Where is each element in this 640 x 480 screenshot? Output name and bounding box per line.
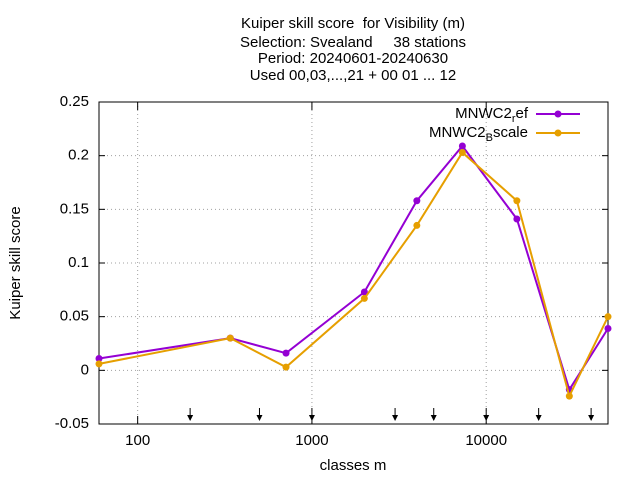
class-limit-arrow-head [535, 415, 542, 421]
x-tick-label: 10000 [465, 432, 507, 449]
legend-marker [554, 110, 562, 118]
class-limit-arrow-head [308, 415, 315, 421]
x-tick-label: 100 [125, 432, 150, 449]
y-tick-label: 0.15 [60, 200, 89, 217]
legend-marker [554, 129, 562, 137]
y-tick-label: 0.25 [60, 93, 89, 110]
point [282, 363, 290, 371]
point [565, 392, 573, 400]
point [458, 142, 466, 150]
point [458, 148, 466, 156]
series-line [98, 150, 609, 399]
class-limit-arrow-head [392, 415, 399, 421]
point [95, 355, 103, 363]
class-limit-arrow-head [256, 415, 263, 421]
point [513, 197, 521, 205]
point [95, 360, 103, 368]
point [360, 294, 368, 302]
class-limit-arrow-head [187, 415, 194, 421]
x-axis-label: classes m [320, 457, 387, 474]
y-tick-label: -0.05 [55, 415, 89, 432]
legend-label: MNWC2Bscale [429, 124, 528, 144]
class-limit-arrow-head [430, 415, 437, 421]
y-tick-label: 0.05 [60, 308, 89, 325]
point [282, 349, 290, 357]
x-tick-label: 1000 [295, 432, 328, 449]
chart-title: Period: 20240601-20240630 [258, 50, 448, 67]
y-tick-label: 0.2 [68, 147, 89, 164]
y-axis-label: Kuiper skill score [7, 206, 24, 319]
point [413, 221, 421, 229]
plot-frame [98, 101, 609, 425]
series-line [98, 144, 609, 393]
legend-label: MNWC2ref [455, 105, 529, 125]
chart-title: Used 00,03,...,21 + 00 01 ... 12 [250, 67, 456, 84]
point [513, 215, 521, 223]
chart-title: Selection: Svealand 38 stations [240, 34, 466, 51]
point [604, 313, 612, 321]
point [604, 324, 612, 332]
point [226, 334, 234, 342]
point [413, 197, 421, 205]
chart-title: Kuiper skill score for Visibility (m) [241, 15, 465, 32]
class-limit-arrow-head [483, 415, 490, 421]
class-limit-arrow-head [588, 415, 595, 421]
y-tick-label: 0 [81, 361, 89, 378]
y-tick-label: 0.1 [68, 254, 89, 271]
point [360, 288, 368, 296]
